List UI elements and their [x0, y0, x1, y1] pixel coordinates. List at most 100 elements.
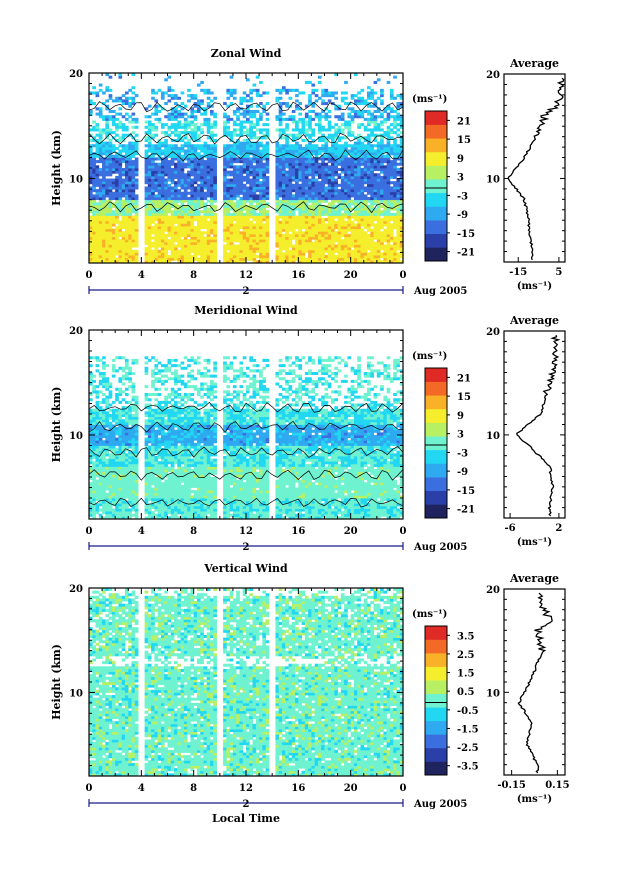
heatmap-cell	[265, 165, 270, 169]
heatmap-cell	[203, 160, 208, 164]
heatmap-cell	[128, 247, 132, 251]
heatmap-cell	[229, 197, 234, 201]
heatmap-cell	[327, 157, 332, 161]
heatmap-cell	[331, 183, 335, 187]
heatmap-cell	[102, 175, 106, 179]
heatmap-cell	[95, 239, 100, 243]
heatmap-cell	[164, 91, 168, 95]
heatmap-cell	[252, 186, 257, 190]
heatmap-cell	[242, 199, 247, 203]
heatmap-cell	[357, 197, 361, 201]
heatmap-cell	[344, 152, 348, 156]
heatmap-cell	[128, 210, 132, 214]
heatmap-cell	[213, 133, 217, 137]
heatmap-cell	[380, 199, 384, 203]
colorbar-swatch	[425, 165, 447, 180]
heatmap-cell	[295, 231, 299, 235]
heatmap-cell	[249, 199, 253, 203]
heatmap-cell	[118, 152, 123, 156]
heatmap-cell	[239, 141, 244, 145]
heatmap-cell	[399, 115, 404, 119]
heatmap-cell	[340, 260, 345, 264]
heatmap-cell	[89, 157, 93, 161]
heatmap-cell	[249, 223, 253, 227]
y-tick-label: 20	[69, 69, 83, 80]
heatmap-cell	[344, 197, 348, 201]
heatmap-cell	[144, 181, 149, 185]
heatmap-cell	[242, 220, 247, 224]
heatmap-cell	[363, 207, 368, 211]
heatmap-cell	[281, 144, 286, 148]
heatmap-cell	[147, 218, 152, 222]
heatmap-cell	[95, 228, 100, 232]
heatmap-cell	[295, 226, 299, 230]
heatmap-cell	[121, 210, 126, 214]
heatmap-cell	[249, 144, 253, 148]
heatmap-cell	[200, 178, 204, 182]
heatmap-cell	[363, 102, 368, 106]
heatmap-cell	[311, 131, 316, 135]
heatmap-cell	[229, 231, 234, 235]
heatmap-cell	[223, 181, 227, 185]
heatmap-cell	[108, 194, 113, 198]
heatmap-cell	[386, 189, 391, 193]
heatmap-cell	[213, 115, 217, 119]
heatmap-cell	[357, 223, 361, 227]
heatmap-cell	[262, 178, 267, 182]
heatmap-cell	[389, 109, 394, 113]
heatmap-cell	[301, 260, 306, 264]
heatmap-cell	[304, 194, 309, 198]
heatmap-cell	[399, 210, 404, 214]
heatmap-cell	[89, 382, 93, 386]
heatmap-cell	[308, 204, 312, 208]
heatmap-cell	[370, 149, 374, 153]
heatmap-cell	[98, 146, 103, 150]
heatmap-cell	[196, 218, 201, 222]
heatmap-cell	[246, 78, 250, 82]
heatmap-cell	[196, 241, 201, 245]
heatmap-cell	[380, 247, 384, 251]
heatmap-cell	[265, 212, 270, 216]
heatmap-cell	[259, 247, 263, 251]
heatmap-cell	[151, 231, 155, 235]
heatmap-cell	[347, 149, 352, 153]
heatmap-cell	[134, 181, 139, 185]
heatmap-cell	[360, 207, 365, 211]
heatmap-cell	[262, 231, 267, 235]
heatmap-cell	[386, 231, 391, 235]
heatmap-cell	[291, 115, 296, 119]
heatmap-cell	[389, 91, 394, 95]
heatmap-cell	[89, 186, 93, 190]
heatmap-cell	[164, 78, 168, 82]
heatmap-cell	[92, 162, 96, 166]
heatmap-cell	[190, 144, 195, 148]
heatmap-cell	[157, 189, 162, 193]
heatmap-cell	[314, 123, 319, 127]
heatmap-cell	[301, 210, 306, 214]
heatmap-cell	[151, 178, 155, 182]
heatmap-cell	[278, 226, 283, 230]
heatmap-cell	[396, 231, 401, 235]
heatmap-cell	[304, 120, 309, 124]
heatmap-cell	[210, 215, 214, 219]
heatmap-cell	[177, 173, 181, 177]
colorbar-swatch	[425, 220, 447, 235]
heatmap-cell	[151, 170, 155, 174]
heatmap-cell	[226, 170, 231, 174]
heatmap-cell	[386, 223, 391, 227]
heatmap-cell	[174, 202, 178, 206]
heatmap-cell	[200, 233, 204, 238]
heatmap-cell	[360, 239, 365, 243]
heatmap-cell	[118, 204, 123, 208]
heatmap-cell	[239, 186, 244, 190]
heatmap-cell	[340, 175, 345, 179]
heatmap-cell	[337, 125, 342, 129]
heatmap-cell	[275, 255, 280, 259]
heatmap-cell	[154, 162, 159, 166]
heatmap-cell	[164, 247, 168, 251]
heatmap-cell	[383, 168, 388, 172]
heatmap-cell	[239, 120, 244, 124]
heatmap-cell	[357, 210, 361, 214]
heatmap-cell	[193, 210, 198, 214]
heatmap-cell	[331, 231, 335, 235]
